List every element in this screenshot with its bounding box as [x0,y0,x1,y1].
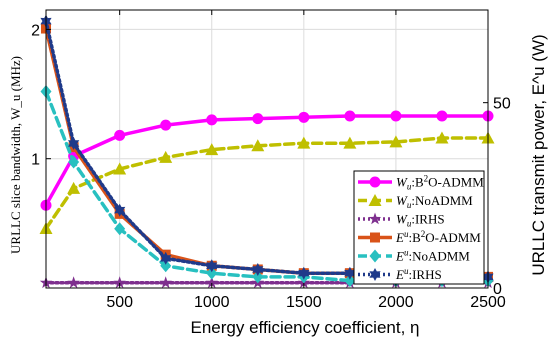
legend-item: Wu:NoADMM [358,193,473,210]
data-point [344,274,356,288]
data-point [435,131,449,144]
data-point [298,266,310,280]
data-point [344,110,356,122]
data-point [252,270,264,284]
legend-item: Eu:B2O-ADMM [358,229,481,245]
data-point [206,259,218,273]
x-tick-label: 500 [106,294,133,311]
legend-marker [368,194,382,206]
data-point [251,139,265,152]
data-point [436,110,448,122]
data-point [159,276,172,289]
data-point [159,150,173,163]
y-tick-label-left: 2 [31,22,40,39]
data-point [344,266,356,280]
data-point [160,119,172,131]
data-point [390,110,402,122]
legend-label: Wu:IRHS [396,212,445,229]
y-tick-label-right: 50 [493,96,511,113]
data-point [206,266,218,280]
x-tick-label: 2000 [378,294,414,311]
data-point [160,251,172,265]
plot-frame [45,9,489,289]
data-point [114,222,126,236]
x-tick-label: 1000 [194,294,230,311]
data-point [114,203,126,217]
legend-label: Wu:B2O-ADMM [396,174,484,192]
data-point [68,155,80,169]
data-point [114,129,126,141]
data-point [298,111,310,123]
x-tick-label: 2500 [470,294,506,311]
data-point [389,135,403,148]
legend-label: Eu:NoADMM [395,248,470,264]
data-point [252,263,264,276]
legend-marker [370,232,380,243]
data-point [68,136,80,150]
y-tick-label-left: 1 [31,152,40,169]
x-tick-label: 1500 [286,294,322,311]
series-1 [39,131,495,235]
data-point [113,162,127,175]
data-point [160,259,172,273]
legend-box [353,170,485,285]
legend-marker [369,176,381,188]
data-point [205,143,219,156]
y-tick-label-right: 0 [493,281,502,298]
data-point [343,136,357,149]
legend-item: Eu:IRHS [358,266,442,282]
tick-layer: 500 1000 1500 2000 2500 1 2 0 50 [31,10,511,311]
legend-label: Eu:IRHS [395,266,442,282]
data-point [252,113,264,125]
legend-item: Eu:NoADMM [358,248,470,264]
legend-item: Wu:B2O-ADMM [358,174,484,192]
legend-marker [369,268,381,281]
legend-item: Wu:IRHS [358,212,445,229]
legend-marker [369,249,381,263]
data-point [67,276,80,289]
data-point [206,114,218,126]
legend-label: Wu:NoADMM [396,193,473,210]
y-axis-label-right: URLLC transmit power, E^u (W) [529,34,548,275]
data-point [67,181,81,194]
x-axis-label: Energy efficiency coefficient, η [190,318,419,337]
data-point [297,136,311,149]
data-point [113,276,126,289]
legend-marker [368,212,382,225]
legend-label: Eu:B2O-ADMM [395,229,481,245]
data-point [205,276,218,289]
y-axis-label-left: URLLC slice bandwidth, W_u (MHz) [8,56,23,254]
